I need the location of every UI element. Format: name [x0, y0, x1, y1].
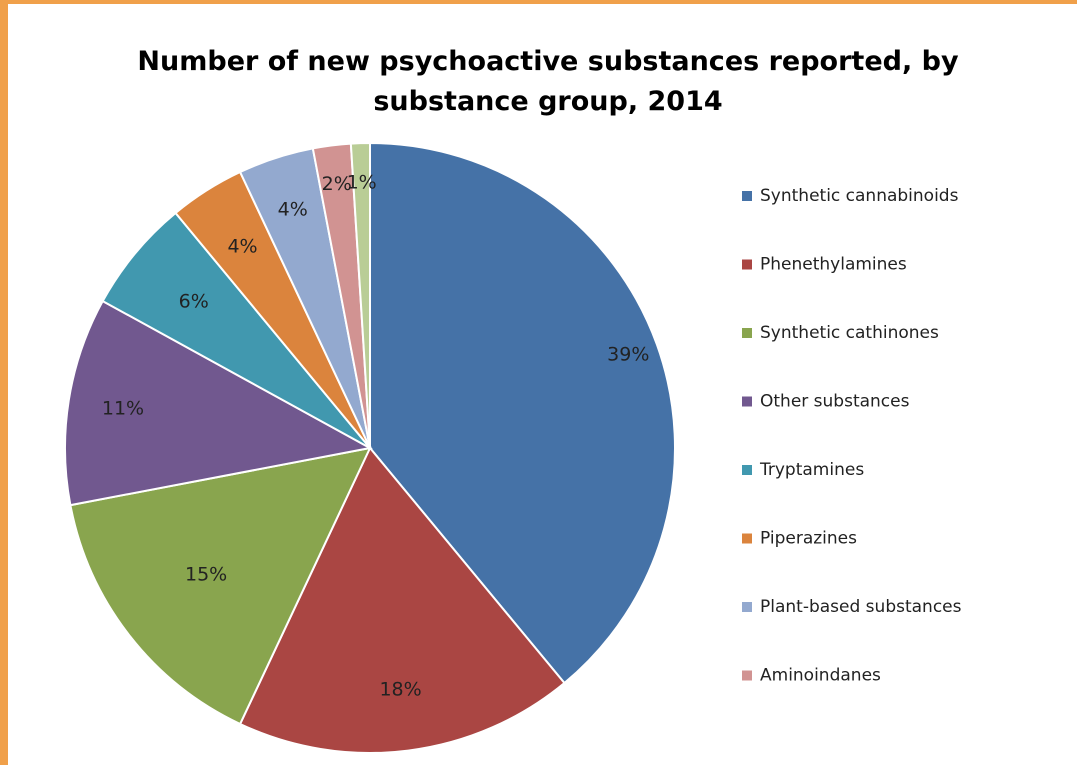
legend-label: Tryptamines [759, 460, 864, 480]
legend-label: Phenethylamines [760, 255, 907, 275]
legend-swatch [742, 670, 752, 681]
pie-slice-other-substances [64, 299, 373, 507]
legend-swatch [742, 396, 752, 407]
slice-label: 15% [185, 564, 227, 586]
slice-label: 2% [322, 173, 352, 195]
legend-label: Other substances [760, 392, 910, 412]
slice-label: 4% [278, 199, 308, 221]
legend-label: Synthetic cathinones [760, 323, 939, 343]
legend-swatch [742, 533, 752, 544]
pie-labels: 39% 18% 15% 11% 6% 4% 4% 2%1% [102, 171, 650, 700]
legend-swatch [742, 259, 752, 270]
slice-label: 18% [379, 679, 421, 701]
legend-swatch [742, 465, 752, 475]
legend-swatch [742, 602, 752, 612]
pie-slice-synthetic-cannabinoids [369, 141, 676, 685]
chart-title: Number of new psychoactive substances re… [48, 42, 1048, 122]
legend-swatch [742, 328, 752, 338]
chart-title-line-1: Number of new psychoactive substances re… [137, 46, 959, 77]
legend-swatch [742, 191, 752, 201]
pie-slice-synthetic-cathinones [69, 446, 372, 726]
slice-label: 39% [607, 344, 649, 366]
slice-label: 6% [179, 291, 209, 313]
slice-label: 4% [227, 236, 257, 258]
legend-label: Piperazines [760, 529, 857, 549]
legend-label: Aminoindanes [760, 666, 881, 686]
chart-title-line-2: substance group, 2014 [373, 86, 723, 117]
slice-label: 1% [347, 171, 377, 193]
pie-slices [64, 141, 676, 754]
slice-label: 11% [102, 397, 144, 419]
pie-slice-unlabeled [349, 141, 371, 449]
legend: Synthetic cannabinoids Phenethylamines Syn… [742, 186, 962, 686]
legend-label: Plant-based substances [760, 597, 962, 617]
pie-slice-phenethylamines [238, 446, 566, 754]
legend-label: Synthetic cannabinoids [760, 186, 959, 206]
